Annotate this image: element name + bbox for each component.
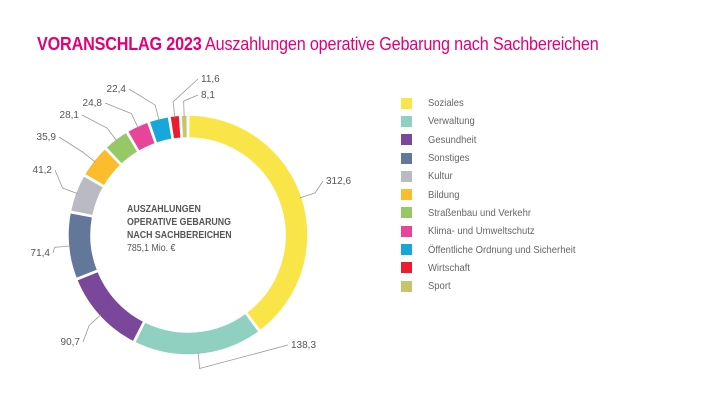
donut-slice-10: [169, 114, 182, 140]
legend-label: Wirtschaft: [428, 261, 471, 274]
legend-swatch: [401, 189, 412, 201]
legend-item: Klima- und Umweltschutz: [401, 222, 592, 240]
data-label-10: 11,6: [201, 74, 220, 85]
legend-item: Verwaltung: [401, 112, 592, 130]
legend-item: Wirtschaft: [401, 259, 592, 277]
legend-label: Verwaltung: [428, 115, 475, 128]
legend: Soziales Verwaltung Gesundheit Sonstiges Kul…: [401, 94, 592, 295]
leader-line-5: [54, 169, 78, 194]
legend-swatch: [401, 225, 412, 237]
legend-swatch: [401, 134, 412, 146]
chart-title: VORANSCHLAG 2023 Auszahlungen operative …: [37, 34, 599, 55]
center-total: 785,1 Mio. €: [127, 243, 176, 254]
data-label-2: 138,3: [291, 340, 316, 351]
leader-line-1: [299, 180, 324, 199]
leader-line-4: [52, 245, 71, 254]
leader-line-6: [58, 136, 96, 163]
legend-swatch: [401, 207, 412, 219]
legend-swatch: [401, 280, 412, 292]
donut-slice-11: [180, 114, 189, 139]
leader-line-10: [172, 78, 199, 118]
leader-line-3: [82, 314, 102, 343]
donut-slice-7: [104, 131, 140, 166]
donut-slice-4: [67, 211, 99, 280]
legend-item: Öffentliche Ordnung und Sicherheit: [401, 240, 592, 258]
leader-line-2: [197, 344, 289, 370]
legend-label: Klima- und Umweltschutz: [428, 225, 535, 238]
leader-line-11: [183, 94, 199, 118]
legend-swatch: [401, 262, 412, 274]
donut-slice-9: [148, 115, 174, 145]
data-label-5: 41,2: [33, 165, 53, 176]
title-rest: Auszahlungen operative Gebarung nach Sac…: [205, 34, 599, 54]
legend-swatch: [401, 152, 412, 164]
legend-item: Sport: [401, 277, 592, 295]
legend-label: Bildung: [428, 188, 460, 201]
legend-item: Straßenbau und Verkehr: [401, 204, 592, 222]
legend-label: Öffentliche Ordnung und Sicherheit: [428, 243, 576, 256]
data-label-3: 90,7: [61, 337, 81, 348]
legend-item: Bildung: [401, 185, 592, 203]
legend-label: Straßenbau und Verkehr: [428, 206, 531, 219]
donut-slice-1: [187, 114, 309, 332]
data-label-4: 71,4: [31, 248, 51, 259]
legend-item: Gesundheit: [401, 131, 592, 149]
data-label-1: 312,6: [326, 176, 351, 187]
legend-label: Sonstiges: [428, 152, 470, 165]
legend-item: Sonstiges: [401, 149, 592, 167]
legend-item: Soziales: [401, 94, 592, 112]
data-label-8: 24,8: [83, 98, 103, 109]
legend-label: Soziales: [428, 97, 464, 110]
legend-swatch: [401, 115, 412, 127]
donut-slice-5: [69, 174, 105, 217]
donut-slice-3: [75, 270, 145, 343]
leader-line-9: [128, 88, 160, 121]
legend-label: Sport: [428, 280, 451, 293]
data-label-9: 22,4: [107, 84, 127, 95]
legend-label: Gesundheit: [428, 133, 477, 146]
donut-slice-6: [83, 147, 122, 188]
center-line-3: NACH SACHBEREICHEN: [127, 230, 232, 241]
leader-line-8: [104, 102, 139, 129]
data-label-7: 28,1: [60, 110, 80, 121]
donut-slice-8: [126, 121, 157, 153]
donut-slice-2: [133, 312, 261, 356]
center-line-2: OPERATIVE GEBARUNG: [127, 217, 231, 228]
leader-line-7: [81, 114, 118, 142]
legend-item: Kultur: [401, 167, 592, 185]
legend-swatch: [401, 244, 412, 256]
title-bold: VORANSCHLAG 2023: [37, 34, 202, 54]
legend-swatch: [401, 97, 412, 109]
data-label-11: 8,1: [201, 90, 215, 101]
legend-swatch: [401, 170, 412, 182]
center-label: AUSZAHLUNGEN OPERATIVE GEBARUNG NACH SAC…: [127, 203, 232, 255]
legend-label: Kultur: [428, 170, 453, 183]
center-line-1: AUSZAHLUNGEN: [127, 204, 201, 215]
data-label-6: 35,9: [37, 132, 57, 143]
